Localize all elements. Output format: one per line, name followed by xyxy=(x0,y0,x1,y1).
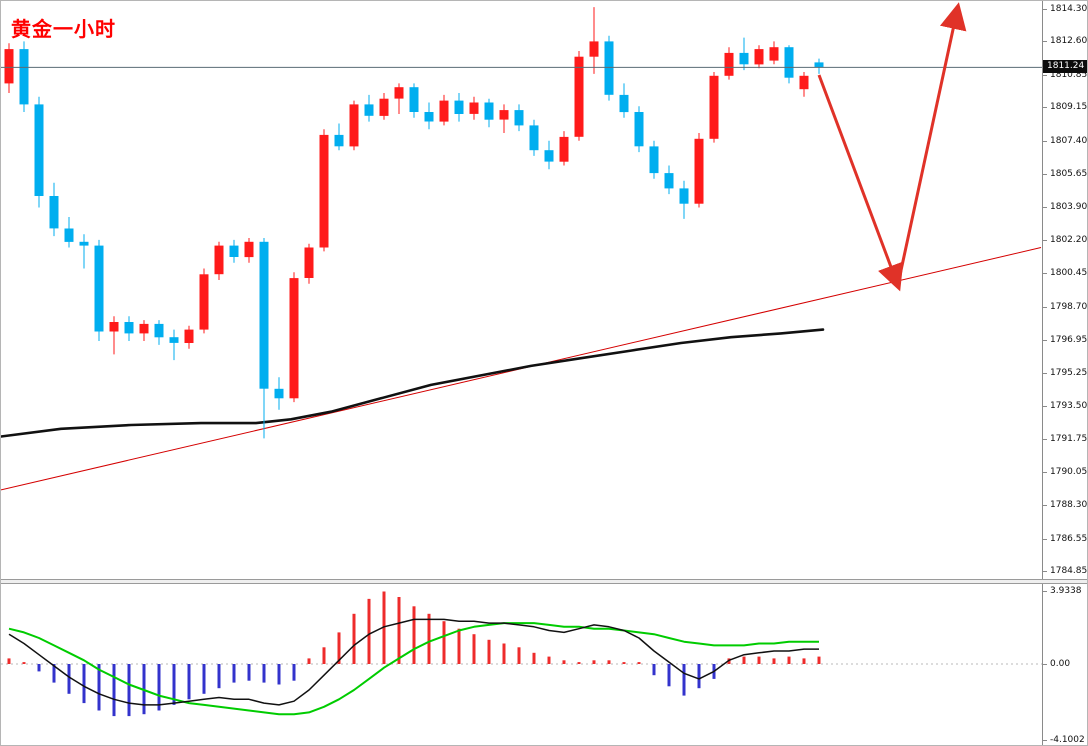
price-axis-label: 1807.40 xyxy=(1043,136,1087,147)
main-price-chart[interactable] xyxy=(1,1,1042,579)
price-axis-label: 1814.30 xyxy=(1043,4,1087,15)
current-price-tag: 1811.24 xyxy=(1043,60,1087,74)
price-axis-label: 1810.85 xyxy=(1043,70,1087,81)
price-axis-label: 1803.90 xyxy=(1043,202,1087,213)
price-axis[interactable]: 1814.30 1812.60 1810.85 1809.15 1807.40 1805.… xyxy=(1042,1,1087,745)
price-axis-label: 1795.25 xyxy=(1043,368,1087,379)
indicator-axis-label: -4.1002 xyxy=(1043,735,1085,745)
moving-average-line xyxy=(1,328,825,438)
price-axis-label: 1805.65 xyxy=(1043,169,1087,180)
macd-histogram xyxy=(7,591,821,717)
projection-arrow-up[interactable] xyxy=(898,2,967,276)
indicator-axis-label: 3.9338 xyxy=(1043,586,1082,597)
price-axis-label: 1786.55 xyxy=(1043,534,1087,545)
price-axis-label: 1796.95 xyxy=(1043,335,1087,346)
price-axis-label: 1798.70 xyxy=(1043,302,1087,313)
price-axis-label: 1800.45 xyxy=(1043,268,1087,279)
projection-arrow-down[interactable] xyxy=(817,74,904,292)
macd-indicator-panel[interactable] xyxy=(1,584,1042,746)
price-axis-label: 1812.60 xyxy=(1043,36,1087,47)
price-axis-label: 1788.30 xyxy=(1043,500,1087,511)
price-axis-label: 1809.15 xyxy=(1043,102,1087,113)
signal-line xyxy=(8,622,819,716)
chart-title: 黄金一小时 xyxy=(11,17,116,41)
indicator-axis-label: 0.00 xyxy=(1043,659,1070,670)
price-axis-label: 1790.05 xyxy=(1043,467,1087,478)
price-axis-label: 1793.50 xyxy=(1043,401,1087,412)
panel-divider[interactable] xyxy=(1,579,1087,584)
price-axis-label: 1784.85 xyxy=(1043,566,1087,577)
macd-line xyxy=(8,618,819,706)
price-axis-label: 1791.75 xyxy=(1043,434,1087,445)
price-axis-label: 1802.20 xyxy=(1043,235,1087,246)
candlesticks xyxy=(4,7,824,439)
